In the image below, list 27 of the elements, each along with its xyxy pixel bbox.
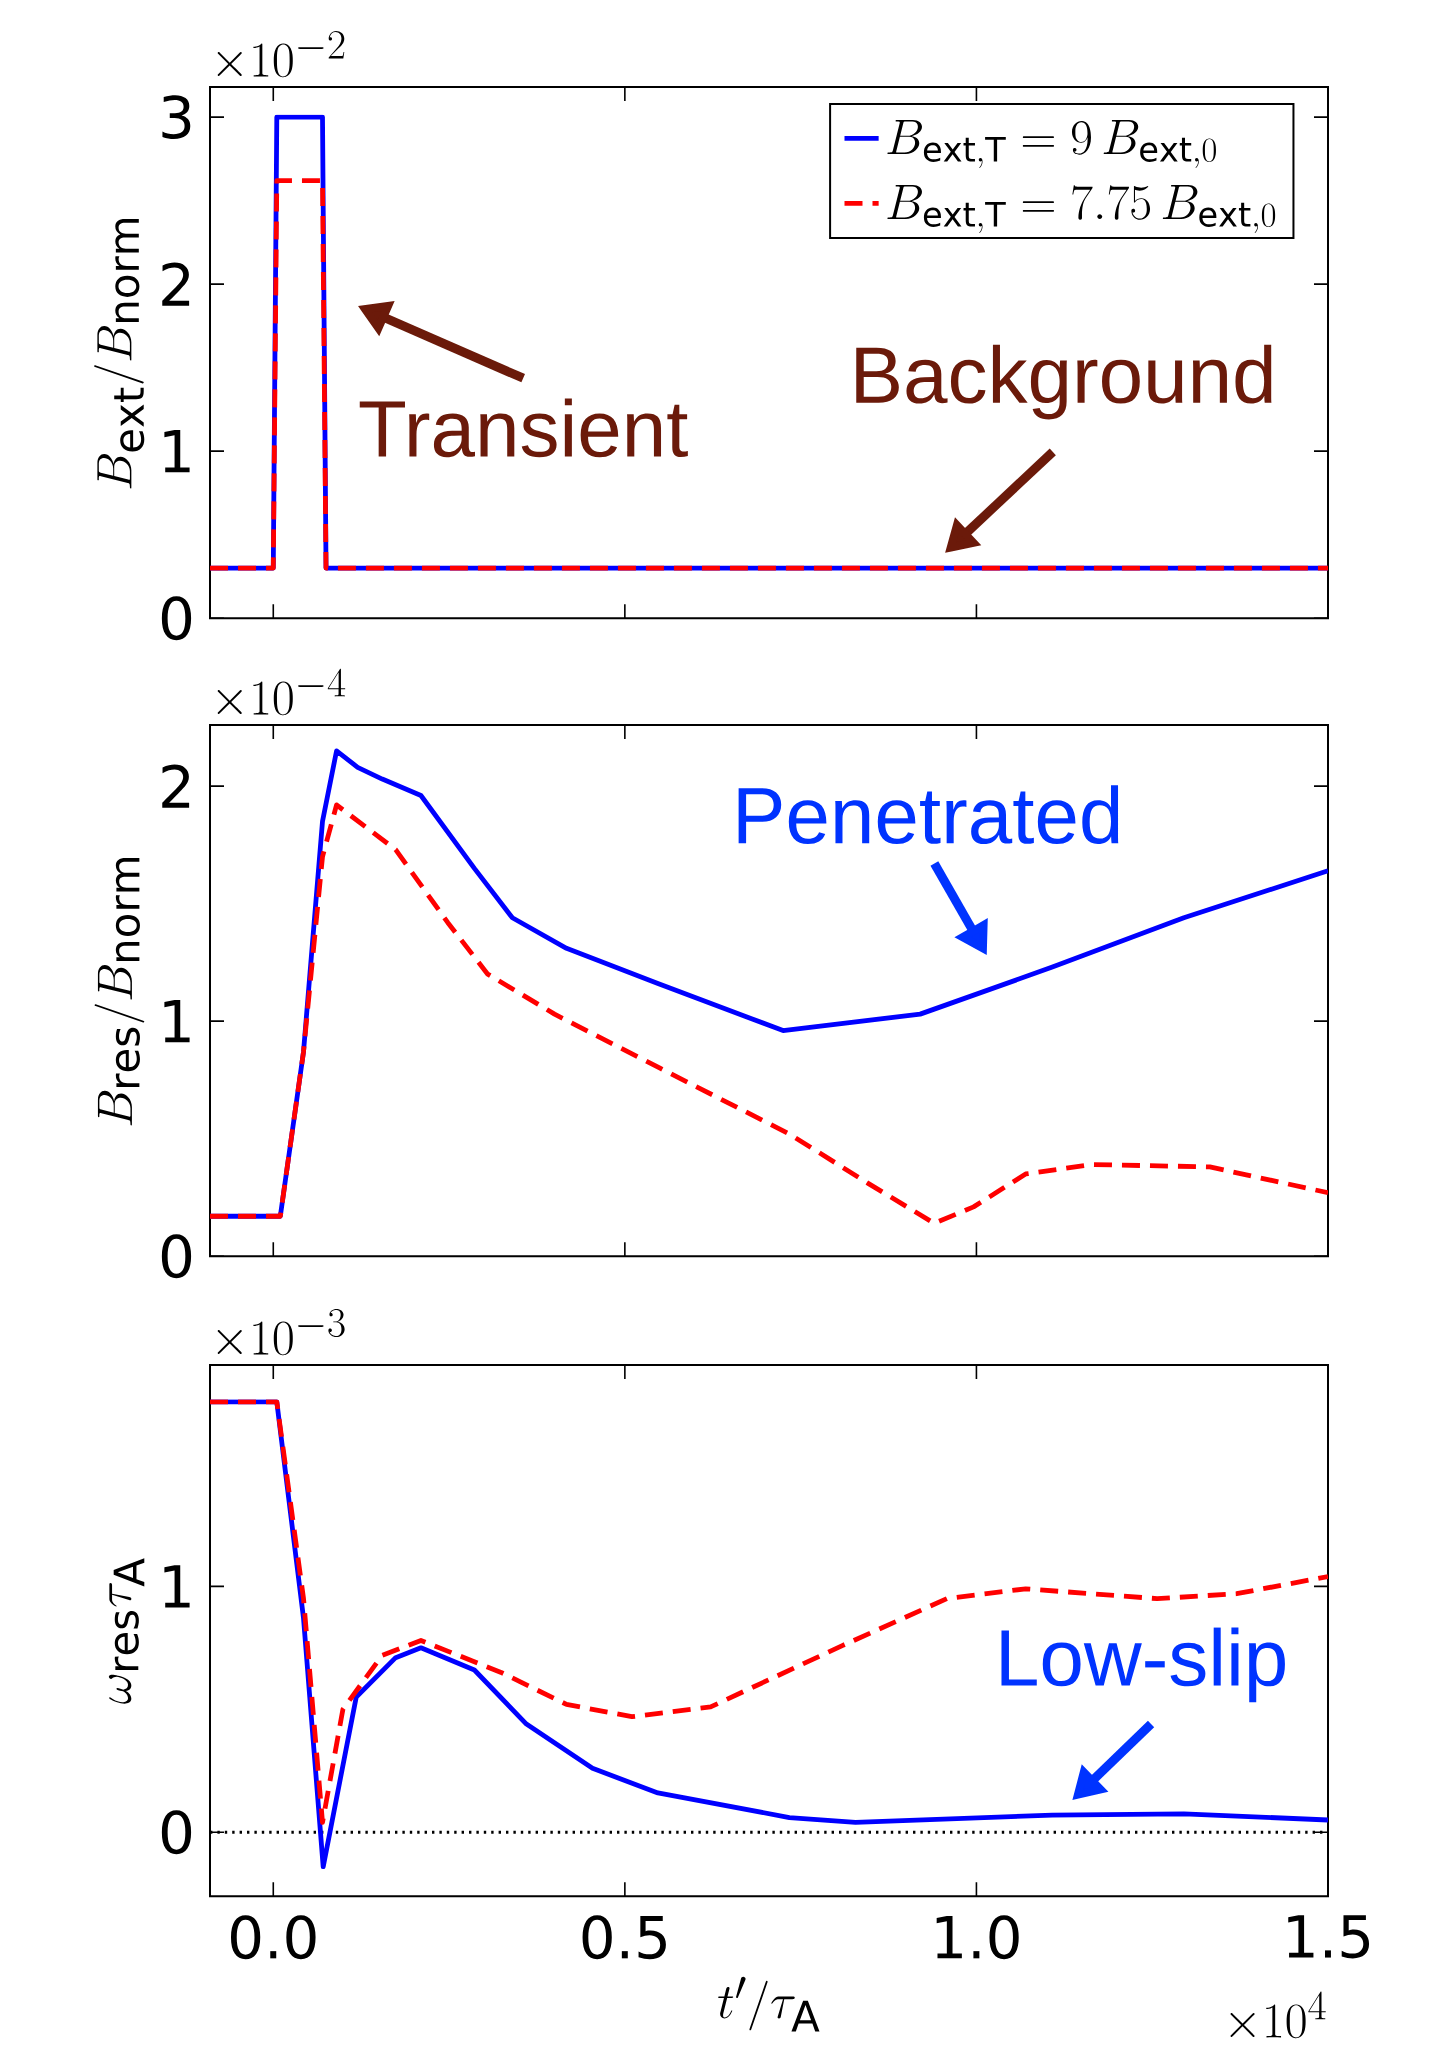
x-tick-label: 0.5	[582, 1915, 666, 1960]
y-tick-label: 1	[164, 430, 190, 473]
y-tick-label: 0	[161, 596, 192, 641]
y-tick-label: 3	[162, 95, 191, 140]
text: $\times10^{4}$	[1230, 1991, 1326, 2039]
y-tick-label: 2	[162, 764, 190, 808]
annotation: Low-slip	[1001, 1627, 1285, 1703]
annotation: Transient	[359, 398, 688, 458]
y-tick-label: 0	[161, 1234, 192, 1279]
legend-label: $B_{\mathrm{ext,T}} = 9\,B_{\mathrm{ext},0}$	[887, 119, 1216, 169]
y-axis-title: $B_{\mathrm{res}}/B_{\mathrm{norm}}$	[94, 858, 145, 1126]
text: $\times10^{-2}$	[217, 31, 345, 78]
annotation: Background	[856, 344, 1272, 420]
y-tick-label: 1	[164, 1000, 190, 1043]
text: $\times10^{-3}$	[217, 1309, 345, 1356]
y-axis-title: $B_{\mathrm{ext}}/B_{\mathrm{norm}}$	[94, 218, 145, 489]
annotation: Penetrated	[738, 785, 1119, 844]
y-tick-label: 2	[162, 262, 190, 306]
x-tick-label: 1.0	[936, 1915, 1019, 1960]
y-tick-label: 1	[164, 1565, 190, 1608]
x-tick-label: 1.5	[1288, 1915, 1370, 1959]
y-axis-title: $\omega_{\mathrm{res}}\tau_{\mathrm{A}}$	[108, 1558, 145, 1704]
y-tick-label: 0	[161, 1810, 192, 1855]
text: $\times10^{-4}$	[217, 668, 346, 716]
x-tick-label: 0.0	[230, 1915, 316, 1960]
x-axis-title: $t'/\tau_{\mathrm{A}}$	[718, 1976, 820, 2032]
legend-label: $B_{\mathrm{ext,T}} = 7.75\,B_{\mathrm{ext},0}$	[887, 184, 1276, 234]
